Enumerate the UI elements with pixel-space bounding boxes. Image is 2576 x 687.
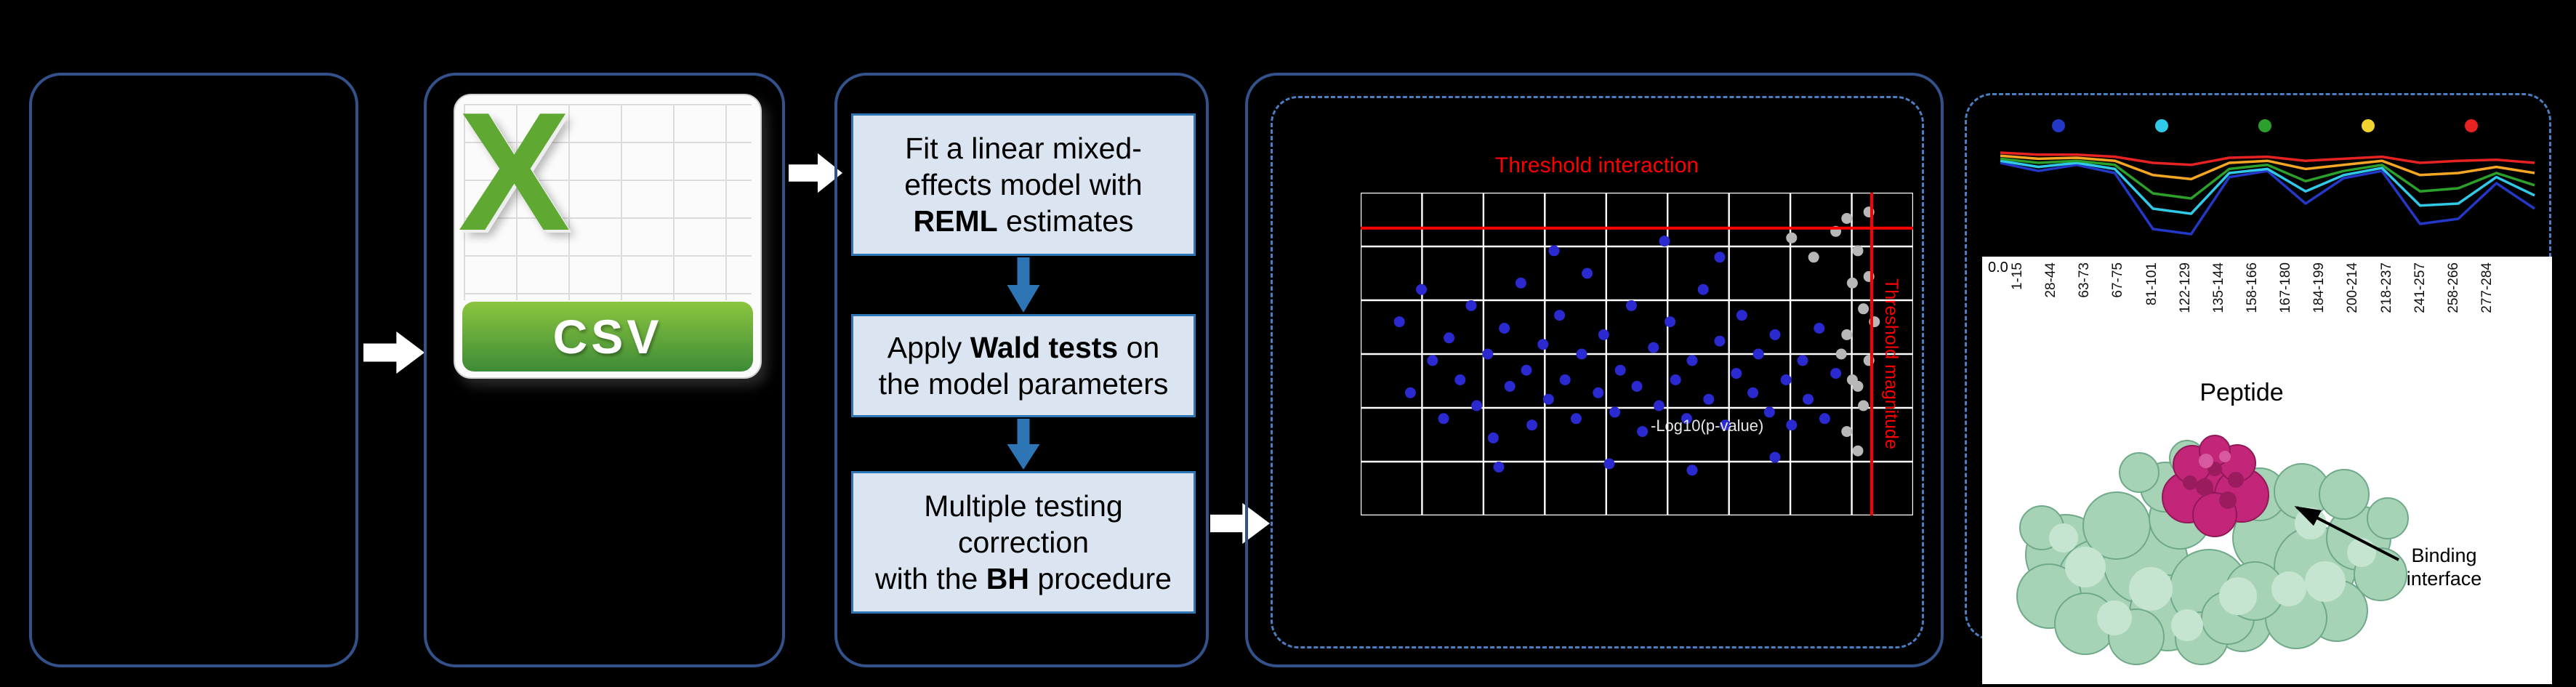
peptide-axis-labels: 1-15 28-44 63-73 67-75 81-101 122-129 135-144 1… xyxy=(2010,262,2495,373)
step2-line2: the model parameters xyxy=(878,367,1169,401)
step1-bold: REML xyxy=(913,204,998,238)
timepoint-legend-dot xyxy=(2155,119,2168,132)
step3-line1: Multiple testing xyxy=(924,489,1123,523)
step-bh-text: Multiple testing correction with the BH … xyxy=(875,488,1172,597)
peptide-tick-label: 67-75 xyxy=(2110,262,2126,298)
step-bh-box: Multiple testing correction with the BH … xyxy=(851,471,1196,614)
timepoint-legend-dot xyxy=(2465,119,2478,132)
panel-visual-output: 0.0 1-15 28-44 63-73 67-75 81-101 122-129 135-… xyxy=(1965,93,2552,684)
step1-line1: Fit a linear mixed- xyxy=(905,131,1142,165)
step3-line3a: with the xyxy=(875,562,986,595)
binding-interface-highlights xyxy=(2199,451,2231,468)
peptide-tick-label: 81-101 xyxy=(2144,262,2160,306)
protein-surface-highlights xyxy=(2049,507,2376,641)
spreadsheet-page-icon: X CSV xyxy=(454,94,762,379)
peptide-tick-label: 63-73 xyxy=(2077,262,2093,298)
peptide-tick-label: 277-284 xyxy=(2479,262,2495,313)
step-reml-box: Fit a linear mixed- effects model with R… xyxy=(851,113,1196,256)
protein-structure-image xyxy=(2016,435,2409,665)
peptide-tick-label: 184-199 xyxy=(2311,262,2327,313)
timepoint-legend-dot xyxy=(2362,119,2375,132)
peptide-tick-label: 241-257 xyxy=(2412,262,2428,313)
peptide-structure-card: 0.0 1-15 28-44 63-73 67-75 81-101 122-129 135-… xyxy=(1982,257,2552,684)
step3-bold: BH xyxy=(986,562,1029,595)
peptide-axis-title: Peptide xyxy=(2199,379,2284,406)
step2-bold: Wald tests xyxy=(970,330,1119,364)
step2-line1c: on xyxy=(1118,330,1160,364)
peptide-tick-label: 28-44 xyxy=(2043,262,2059,298)
panel-pvalue-output: Threshold interaction Threshold magnitud… xyxy=(1245,73,1944,667)
binding-interface-shadows xyxy=(2183,462,2244,509)
panel-statistical-analysis: Fit a linear mixed- effects model with R… xyxy=(834,73,1209,667)
excel-x-logo: X xyxy=(458,94,571,266)
csv-banner: CSV xyxy=(462,302,753,371)
peptide-tick-label: 200-214 xyxy=(2345,262,2361,313)
threshold-magnitude-label: Threshold magnitude xyxy=(1881,278,1901,449)
peptide-tick-label: 122-129 xyxy=(2177,262,2193,313)
panel-csv-file: X CSV xyxy=(424,73,785,667)
csv-label: CSV xyxy=(552,310,663,363)
pvalue-scatter-plot xyxy=(1361,193,1913,515)
pvalue-plot-frame: Threshold interaction Threshold magnitud… xyxy=(1271,96,1924,648)
uptake-ytick-label: 0.0 xyxy=(1988,260,2008,276)
deuterium-uptake-line-chart xyxy=(2000,119,2535,236)
timepoint-legend-dot xyxy=(2258,119,2271,132)
step-wald-text: Apply Wald tests on the model parameters xyxy=(879,329,1169,402)
step3-line2: correction xyxy=(957,525,1089,559)
arrow-down-icon-2 xyxy=(1007,419,1040,470)
step1-line3: estimates xyxy=(997,204,1134,238)
step-wald-box: Apply Wald tests on the model parameters xyxy=(851,314,1196,417)
step2-line1a: Apply xyxy=(887,330,970,364)
step1-line2: effects model with xyxy=(904,167,1143,201)
threshold-interaction-label: Threshold interaction xyxy=(1494,153,1699,177)
binding-interface-label: Binding interface xyxy=(2406,545,2482,590)
peptide-tick-label: 218-237 xyxy=(2378,262,2394,313)
peptide-tick-label: 135-144 xyxy=(2210,262,2226,313)
peptide-tick-label: 258-266 xyxy=(2445,262,2461,313)
arrow-down-icon-1 xyxy=(1007,257,1040,313)
peptide-tick-label: 1-15 xyxy=(2010,262,2025,291)
panel-input xyxy=(29,73,358,667)
arrow-right-icon-1 xyxy=(363,331,424,374)
peptide-tick-label: 158-166 xyxy=(2244,262,2260,313)
step3-line3c: procedure xyxy=(1029,562,1172,595)
csv-file-icon: X CSV xyxy=(454,94,762,379)
pvalue-axis-annotation: -Log10(p-value) xyxy=(1651,417,1764,435)
timepoint-legend-dot xyxy=(2052,119,2065,132)
step-reml-text: Fit a linear mixed- effects model with R… xyxy=(904,130,1142,239)
spreadsheet-grid-icon xyxy=(464,104,752,300)
binding-interface-arrow xyxy=(2294,506,2399,561)
peptide-tick-label: 167-180 xyxy=(2278,262,2294,313)
